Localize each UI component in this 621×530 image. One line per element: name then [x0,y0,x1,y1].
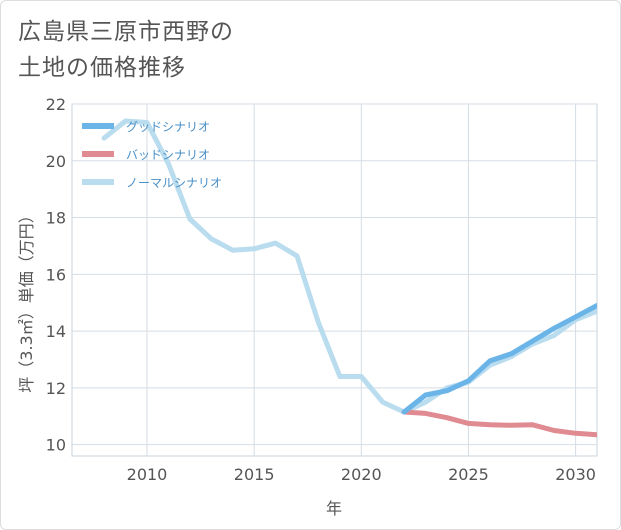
series-line-0 [401,303,597,415]
legend-label: バッドシナリオ [126,148,210,162]
series-lines [101,118,597,438]
x-tick-label: 2015 [234,465,275,484]
x-tick-label: 2020 [341,465,382,484]
legend-label: ノーマルシナリオ [126,176,222,190]
y-tick-label: 14 [46,322,66,341]
x-axis-label: 年 [326,499,342,518]
x-tick-labels: 2010 2015 2020 2025 2030 [127,465,596,484]
grid-lines [72,103,597,456]
y-tick-label: 20 [46,152,66,171]
x-tick-label: 2030 [555,465,596,484]
x-tick-label: 2025 [448,465,489,484]
y-axis-label: 坪（3.3㎡）単価（万円） [17,207,36,392]
y-tick-label: 10 [46,436,66,455]
series-line-1 [401,409,597,438]
y-tick-label: 22 [46,95,66,114]
y-tick-labels: 10 12 14 16 18 20 22 [46,95,66,455]
y-tick-label: 16 [46,265,66,284]
page-title: 広島県三原市西野の 土地の価格推移 [18,19,234,81]
x-tick-label: 2010 [127,465,168,484]
legend-label: グッドシナリオ [126,120,210,134]
plot-area [71,103,598,457]
y-tick-label: 18 [46,209,66,228]
y-tick-label: 12 [46,379,66,398]
